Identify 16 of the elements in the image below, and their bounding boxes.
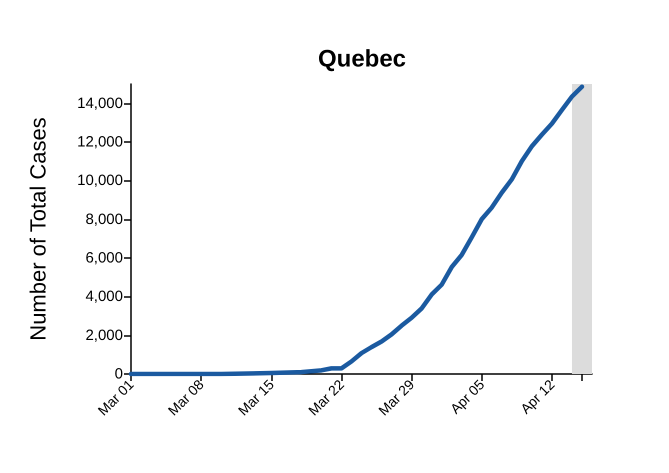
- y-tick-label: 10,000: [77, 172, 123, 190]
- y-tick-label: 6,000: [85, 250, 123, 266]
- x-tick-label: Mar 08: [164, 376, 207, 418]
- y-axis-title: Number of Total Cases: [26, 117, 50, 341]
- chart-title: Quebec: [318, 46, 406, 72]
- x-tick-label: Apr 12: [517, 376, 558, 417]
- x-tick-label: Apr 05: [446, 376, 488, 417]
- y-tick-label: 8,000: [85, 210, 123, 228]
- y-tick-label: 0: [114, 366, 123, 382]
- x-tick-label: Mar 15: [234, 376, 278, 418]
- x-tick-label: Mar 29: [375, 376, 418, 418]
- y-tick-label: 14,000: [77, 94, 123, 112]
- x-tick-label: Mar 22: [305, 376, 348, 418]
- y-tick-label: 2,000: [85, 326, 123, 344]
- y-tick-label: 12,000: [77, 134, 123, 150]
- y-tick-label: 4,000: [85, 288, 123, 306]
